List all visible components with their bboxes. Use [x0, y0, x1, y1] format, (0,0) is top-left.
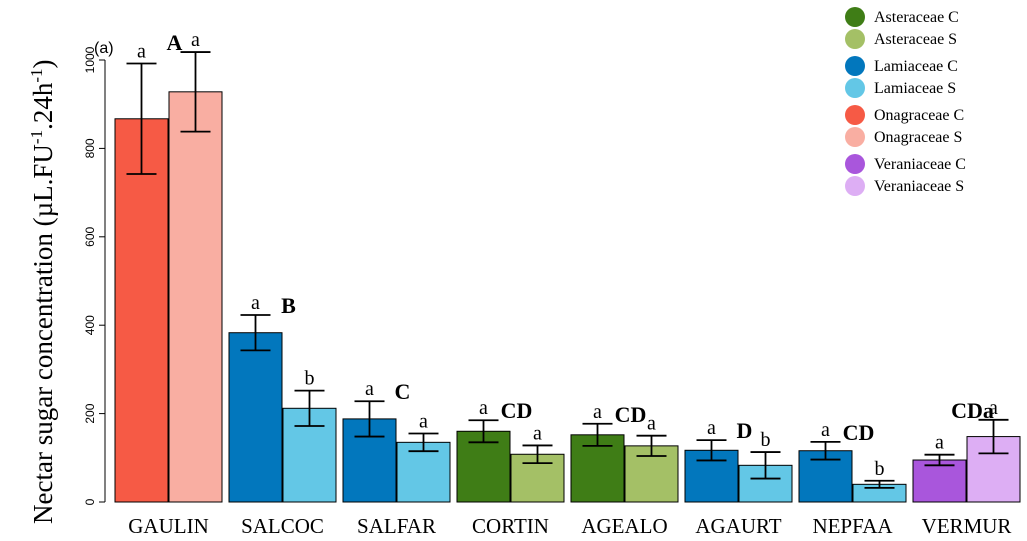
bar-letter: a — [365, 378, 374, 400]
legend-label: Asteraceae C — [874, 9, 959, 26]
group-letter: CD — [843, 420, 875, 445]
bar-letter: a — [191, 29, 200, 51]
bar — [912, 459, 967, 503]
bar — [114, 118, 169, 503]
x-tick-label: NEPFAA — [812, 514, 893, 538]
x-tick-label: AGEALO — [581, 514, 667, 538]
y-axis-title-main: Nectar sugar concentration (µL.FU — [28, 144, 58, 524]
group-letter: C — [395, 379, 411, 404]
legend-label: Veraniaceae S — [874, 178, 964, 195]
x-tick-label: VERMUR — [922, 514, 1012, 538]
bar-letter: a — [593, 401, 602, 423]
y-axis-title-sup2: -1 — [27, 68, 46, 82]
bar-letter: a — [821, 419, 830, 441]
x-tick-label: SALCOC — [241, 514, 324, 538]
legend-label: Veraniaceae C — [874, 156, 966, 173]
bar-letter: a — [647, 413, 656, 435]
legend-label: Onagraceae C — [874, 107, 964, 124]
y-axis-title-mid: .24h — [28, 82, 58, 130]
y-tick-label: 600 — [83, 226, 97, 246]
bar-letter: a — [989, 397, 998, 419]
bar-letter: b — [761, 429, 771, 451]
bar-letter: a — [707, 417, 716, 439]
bar-letter: a — [935, 432, 944, 454]
bar — [168, 91, 223, 503]
bar — [684, 449, 739, 503]
bar-letter: a — [137, 41, 146, 63]
y-axis-title: Nectar sugar concentration (µL.FU-1.24h-… — [27, 59, 58, 524]
x-tick-label: SALFAR — [357, 514, 436, 538]
legend-swatch — [845, 78, 865, 98]
group-letter: B — [281, 293, 296, 318]
legend-swatch — [845, 7, 865, 27]
y-tick-label: 1000 — [83, 46, 97, 73]
y-axis-title-sup1: -1 — [27, 130, 46, 144]
group-letter: A — [167, 30, 183, 55]
legend-swatch — [845, 127, 865, 147]
y-axis-title-end: ) — [28, 59, 58, 68]
group-letter: CD — [615, 402, 647, 427]
error-bars — [126, 51, 1009, 489]
x-tick-label: AGAURT — [695, 514, 781, 538]
bar-letter: a — [419, 410, 428, 432]
legend: Asteraceae C Asteraceae S Lamiaceae C Lamia… — [845, 7, 966, 196]
bar-letter: b — [875, 458, 885, 480]
panel-label: (a) — [94, 40, 114, 57]
group-letter: D — [737, 418, 753, 443]
x-tick-label: CORTIN — [472, 514, 549, 538]
bar — [396, 441, 451, 503]
legend-swatch — [845, 176, 865, 196]
x-axis-labels: GAULIN SALCOC SALFAR CORTIN AGEALO AGAURT NEPF… — [128, 514, 1011, 538]
x-tick-label: GAULIN — [128, 514, 208, 538]
y-tick-label: 200 — [83, 403, 97, 423]
legend-swatch — [845, 105, 865, 125]
legend-swatch — [845, 56, 865, 76]
bar — [228, 332, 283, 503]
bar-letter: b — [305, 368, 315, 390]
y-tick-label: 800 — [83, 138, 97, 158]
legend-label: Asteraceae S — [874, 31, 957, 48]
y-tick-label: 400 — [83, 315, 97, 335]
legend-swatch — [845, 29, 865, 49]
y-axis: 0 200 400 600 800 1000 — [83, 46, 106, 505]
bar-letter: a — [533, 422, 542, 444]
bar-letter: a — [479, 397, 488, 419]
legend-label: Onagraceae S — [874, 129, 962, 146]
legend-swatch — [845, 154, 865, 174]
legend-label: Lamiaceae S — [874, 80, 956, 97]
group-letter: CDa — [951, 398, 994, 423]
bar — [456, 430, 511, 503]
bar-letter: a — [251, 292, 260, 314]
group-letter: CD — [501, 398, 533, 423]
y-tick-label: 0 — [83, 498, 97, 505]
legend-label: Lamiaceae C — [874, 58, 958, 75]
